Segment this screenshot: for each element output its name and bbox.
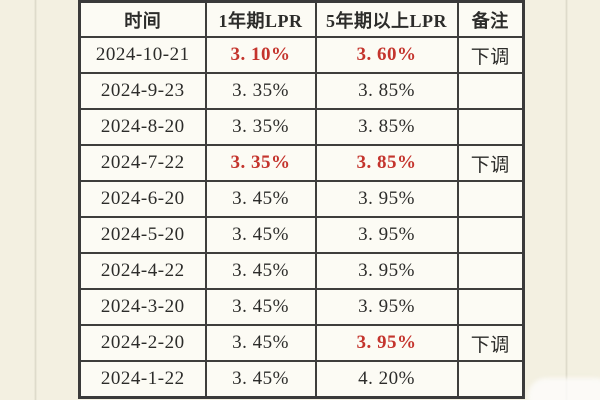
table-row: 2024-8-20 3. 35% 3. 85% (78, 108, 525, 146)
cell-lpr1: 3. 45% (204, 252, 317, 290)
column-header-note: 备注 (456, 0, 525, 38)
cell-note (456, 216, 525, 254)
header-row: 时间 1年期LPR 5年期以上LPR 备注 (78, 0, 525, 38)
background-rule-left (34, 0, 37, 400)
cell-date: 2024-3-20 (78, 288, 207, 326)
cell-lpr5: 3. 95% (314, 252, 459, 290)
cell-lpr5: 3. 85% (314, 108, 459, 146)
table-row: 2024-3-20 3. 45% 3. 95% (78, 288, 525, 326)
cell-date: 2024-4-22 (78, 252, 207, 290)
cell-date: 2024-10-21 (78, 36, 207, 74)
table-row: 2024-10-21 3. 10% 3. 60% 下调 (78, 36, 525, 74)
cell-lpr5: 3. 95% (314, 288, 459, 326)
cell-note (456, 288, 525, 326)
cell-date: 2024-7-22 (78, 144, 207, 182)
cell-note: 下调 (456, 324, 525, 362)
cell-lpr5: 4. 20% (314, 360, 459, 399)
cell-lpr1: 3. 45% (204, 360, 317, 399)
corner-watermark (528, 378, 600, 400)
cell-date: 2024-9-23 (78, 72, 207, 110)
cell-lpr1: 3. 45% (204, 180, 317, 218)
cell-note: 下调 (456, 36, 525, 74)
cell-note (456, 72, 525, 110)
table-row: 2024-1-22 3. 45% 4. 20% (78, 360, 525, 399)
table-body: 2024-10-21 3. 10% 3. 60% 下调 2024-9-23 3. 35% 3… (78, 36, 525, 399)
cell-lpr5: 3. 95% (314, 180, 459, 218)
column-header-lpr5: 5年期以上LPR (314, 0, 459, 38)
cell-date: 2024-2-20 (78, 324, 207, 362)
table-row: 2024-6-20 3. 45% 3. 95% (78, 180, 525, 218)
table-row: 2024-2-20 3. 45% 3. 95% 下调 (78, 324, 525, 362)
cell-date: 2024-8-20 (78, 108, 207, 146)
cell-lpr1: 3. 10% (204, 36, 317, 74)
cell-lpr1: 3. 35% (204, 144, 317, 182)
table-row: 2024-4-22 3. 45% 3. 95% (78, 252, 525, 290)
cell-lpr1: 3. 45% (204, 216, 317, 254)
cell-note (456, 108, 525, 146)
cell-note (456, 360, 525, 399)
cell-lpr5: 3. 60% (314, 36, 459, 74)
background-rule-right (565, 0, 568, 400)
lpr-table-container: 时间 1年期LPR 5年期以上LPR 备注 2024-10-21 3. 10% 3. 60… (78, 0, 525, 399)
column-header-date: 时间 (78, 0, 207, 38)
cell-lpr1: 3. 45% (204, 288, 317, 326)
cell-date: 2024-1-22 (78, 360, 207, 399)
cell-note (456, 252, 525, 290)
cell-note (456, 180, 525, 218)
cell-note: 下调 (456, 144, 525, 182)
table-row: 2024-7-22 3. 35% 3. 85% 下调 (78, 144, 525, 182)
lpr-table: 时间 1年期LPR 5年期以上LPR 备注 2024-10-21 3. 10% 3. 60… (78, 0, 525, 399)
cell-lpr5: 3. 85% (314, 144, 459, 182)
column-header-lpr1: 1年期LPR (204, 0, 317, 38)
cell-lpr5: 3. 95% (314, 216, 459, 254)
cell-date: 2024-6-20 (78, 180, 207, 218)
table-row: 2024-5-20 3. 45% 3. 95% (78, 216, 525, 254)
cell-lpr5: 3. 95% (314, 324, 459, 362)
table-row: 2024-9-23 3. 35% 3. 85% (78, 72, 525, 110)
cell-date: 2024-5-20 (78, 216, 207, 254)
cell-lpr1: 3. 45% (204, 324, 317, 362)
table-header: 时间 1年期LPR 5年期以上LPR 备注 (78, 0, 525, 38)
cell-lpr5: 3. 85% (314, 72, 459, 110)
cell-lpr1: 3. 35% (204, 72, 317, 110)
cell-lpr1: 3. 35% (204, 108, 317, 146)
